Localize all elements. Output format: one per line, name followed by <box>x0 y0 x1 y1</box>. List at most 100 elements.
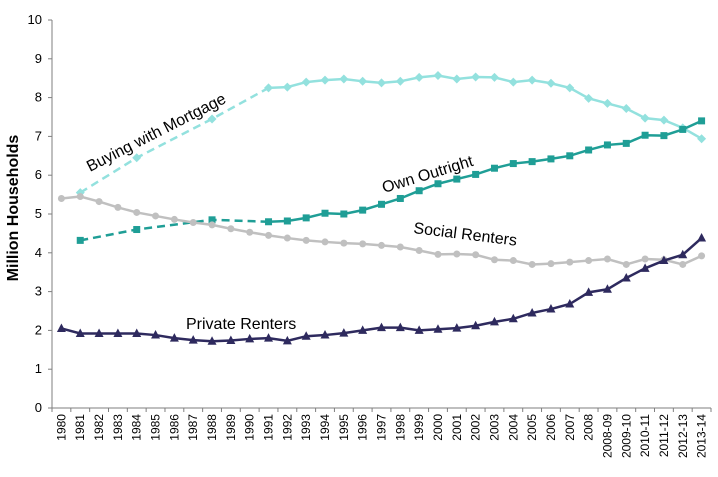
data-point <box>490 256 498 264</box>
data-point <box>246 228 254 236</box>
x-tick-label: 1988 <box>205 414 219 441</box>
data-point <box>546 78 556 88</box>
data-point <box>621 273 631 282</box>
data-point <box>320 330 330 339</box>
data-point <box>94 328 104 338</box>
series-own-outright <box>76 117 706 244</box>
series-line <box>268 119 703 224</box>
series-line <box>268 74 703 140</box>
x-tick-label: 1982 <box>92 414 106 441</box>
data-point <box>603 255 611 263</box>
x-tick-label: 2013-14 <box>695 414 709 458</box>
data-point <box>528 158 536 166</box>
x-tick-label: 2011-12 <box>657 414 671 457</box>
data-point <box>359 206 367 214</box>
data-point <box>471 320 481 330</box>
data-point <box>321 209 329 217</box>
data-point <box>208 216 216 224</box>
series-label-buying-with-mortgage: Buying with Mortgage <box>84 91 229 176</box>
x-tick-label: 2002 <box>469 414 483 441</box>
data-point <box>452 323 462 332</box>
data-point <box>698 117 706 125</box>
data-point <box>641 131 649 139</box>
data-point <box>133 226 141 234</box>
x-tick-label: 1990 <box>243 414 257 441</box>
data-point <box>453 175 461 183</box>
x-tick-label: 2007 <box>563 414 577 441</box>
data-point <box>320 75 330 85</box>
x-tick-label: 1980 <box>54 414 68 441</box>
y-tick-label: 2 <box>35 322 42 337</box>
x-tick-label: 2000 <box>431 414 445 441</box>
data-point <box>395 322 405 332</box>
data-point <box>621 103 631 113</box>
data-point <box>585 146 593 154</box>
data-point <box>433 324 443 333</box>
data-point <box>508 313 518 323</box>
data-point <box>302 214 310 222</box>
x-tick-label: 1996 <box>356 414 370 441</box>
data-point <box>207 336 217 345</box>
data-point <box>113 328 123 338</box>
x-tick-label: 1995 <box>337 414 351 441</box>
data-point <box>471 72 481 82</box>
data-point <box>207 114 217 124</box>
data-point <box>415 246 423 254</box>
data-point <box>547 260 555 268</box>
y-tick-label: 7 <box>35 128 42 143</box>
y-tick-label: 10 <box>28 12 42 27</box>
series-line-dashed <box>79 86 270 194</box>
data-point <box>378 241 385 249</box>
x-tick-label: 2006 <box>544 414 558 441</box>
data-point <box>188 335 198 344</box>
data-point <box>283 217 291 225</box>
series-line-dashed <box>80 218 269 242</box>
y-tick-label: 6 <box>35 167 42 182</box>
data-point <box>377 78 386 88</box>
data-point <box>340 239 348 247</box>
data-point <box>434 250 442 258</box>
data-point <box>227 225 235 233</box>
series-layer <box>56 70 707 345</box>
data-point <box>527 75 537 85</box>
x-tick-label: 1992 <box>280 414 294 441</box>
x-tick-label: 2003 <box>487 414 501 441</box>
data-point <box>359 240 367 248</box>
data-point <box>415 187 423 195</box>
series-label-own-outright: Own Outright <box>380 153 476 197</box>
data-point <box>622 260 630 268</box>
data-point <box>527 307 537 317</box>
data-point <box>265 218 273 226</box>
data-point <box>622 139 630 147</box>
y-tick-label: 1 <box>35 361 42 376</box>
data-point <box>414 325 424 334</box>
y-tick-label: 4 <box>35 245 42 260</box>
data-point <box>395 76 405 86</box>
data-point <box>602 284 612 293</box>
data-point <box>528 260 536 268</box>
data-point <box>208 221 216 229</box>
data-point <box>565 299 575 308</box>
data-point <box>566 258 574 266</box>
y-axis-label: Million Households <box>5 135 22 282</box>
y-tick-label: 8 <box>35 90 42 105</box>
data-point <box>489 72 499 82</box>
series-private-renters <box>56 233 707 345</box>
x-tick-label: 1983 <box>111 414 125 441</box>
x-tick-label: 1997 <box>375 414 389 441</box>
data-point <box>95 198 103 206</box>
data-point <box>245 333 255 343</box>
x-tick-label: 1994 <box>318 414 332 441</box>
data-point <box>169 333 179 342</box>
data-point <box>472 170 480 178</box>
data-point <box>57 194 65 202</box>
series-labels: Buying with Mortgage Own Outright Social R… <box>84 91 518 333</box>
data-point <box>226 335 236 344</box>
data-point <box>282 335 292 345</box>
data-point <box>640 113 650 123</box>
x-tick-label: 2004 <box>506 414 520 441</box>
data-point <box>302 236 310 244</box>
x-tick-label: 2001 <box>450 414 464 441</box>
series-label-private-renters: Private Renters <box>186 316 296 333</box>
